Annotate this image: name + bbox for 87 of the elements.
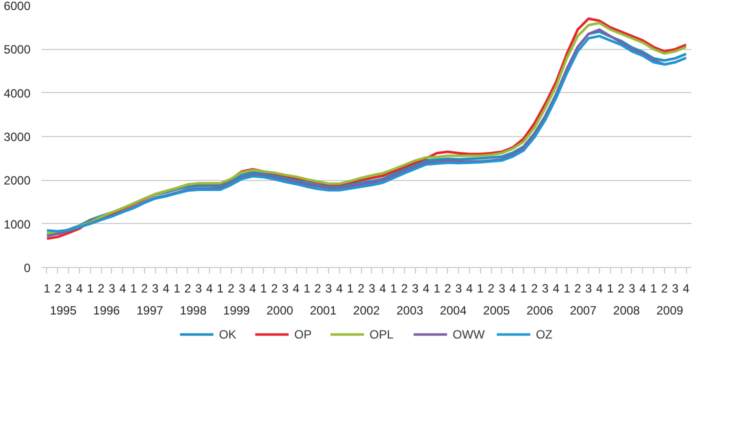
x-tick-label: 1	[216, 282, 224, 296]
x-tick-label: 3	[455, 282, 462, 296]
x-tick-label: 1	[434, 282, 441, 296]
x-tick-label: 2	[574, 282, 582, 296]
x-tick-label: 3	[412, 282, 419, 296]
x-tick-label: 4	[682, 282, 690, 296]
x-tick-label: 1	[476, 282, 484, 296]
x-tick-label: 2	[488, 282, 495, 296]
x-tick-label: 1	[44, 282, 51, 296]
text: 2008	[613, 304, 640, 318]
x-tick-label: 4	[206, 282, 214, 296]
x-tick-label: 2	[358, 282, 365, 296]
y-tick-label: 0	[24, 261, 31, 275]
x-tick-label: 3	[628, 282, 636, 296]
x-tick-label: 3	[672, 282, 679, 296]
legend-label: OK	[218, 328, 236, 342]
x-tick-label: 3	[368, 282, 376, 296]
x-tick-label: 1	[86, 282, 94, 296]
x-tick-label: 2	[98, 282, 105, 296]
legend-label: OWW	[452, 328, 486, 342]
text: 1995	[50, 304, 77, 318]
x-tick-label: 2	[271, 282, 278, 296]
x-tick-label: 4	[162, 282, 170, 296]
text: 2003	[396, 304, 424, 318]
x-tick-label: 2	[184, 282, 192, 296]
x-tick-label: 1	[346, 282, 354, 296]
y-tick-label: 6000	[4, 0, 31, 13]
x-tick-label: 3	[282, 282, 289, 296]
x-tick-label: 2	[618, 282, 625, 296]
y-tick-label: 5000	[4, 42, 31, 57]
text: 1997	[136, 304, 164, 318]
x-tick-label: 4	[379, 282, 386, 296]
x-tick-label: 1	[564, 282, 571, 296]
x-tick-label: 2	[661, 282, 668, 296]
x-tick-label: 1	[520, 282, 528, 296]
text: 1998	[180, 304, 207, 318]
x-tick-label: 4	[292, 282, 300, 296]
x-tick-label: 1	[260, 282, 268, 296]
x-tick-label: 1	[606, 282, 614, 296]
text: 2006	[526, 304, 554, 318]
x-tick-label: 3	[238, 282, 246, 296]
x-tick-label: 3	[195, 282, 202, 296]
x-tick-label: 1	[174, 282, 181, 296]
text: 1999	[223, 304, 250, 318]
x-tick-label: 3	[152, 282, 159, 296]
x-tick-label: 3	[65, 282, 72, 296]
x-tick-label: 1	[130, 282, 138, 296]
x-tick-label: 2	[444, 282, 452, 296]
y-tick-label: 3000	[4, 130, 31, 144]
x-tick-label: 2	[228, 282, 235, 296]
text: 2004	[440, 304, 467, 318]
x-tick-label: 4	[509, 282, 516, 296]
x-tick-label: 1	[650, 282, 658, 296]
x-tick-label: 3	[108, 282, 116, 296]
x-tick-label: 2	[141, 282, 148, 296]
text: 2002	[353, 304, 380, 318]
x-tick-label: 2	[314, 282, 322, 296]
text: 1996	[93, 304, 120, 318]
x-tick-label: 4	[76, 282, 84, 296]
legend-label: OZ	[536, 328, 552, 342]
x-tick-label: 3	[542, 282, 549, 296]
x-tick-label: 2	[531, 282, 538, 296]
y-tick-label: 4000	[4, 86, 31, 100]
x-tick-label: 4	[639, 282, 646, 296]
x-tick-label: 3	[498, 282, 506, 296]
x-tick-label: 3	[585, 282, 592, 296]
text: 2007	[570, 304, 597, 318]
x-tick-label: 3	[325, 282, 332, 296]
x-tick-label: 4	[119, 282, 126, 296]
x-tick-label: 4	[596, 282, 604, 296]
text: 2001	[310, 304, 337, 318]
x-tick-label: 4	[422, 282, 430, 296]
y-tick-label: 1000	[4, 217, 31, 232]
legend-label: OP	[294, 328, 312, 342]
x-tick-label: 4	[552, 282, 560, 296]
text: 2000	[266, 304, 294, 318]
x-tick-label: 1	[304, 282, 311, 296]
text: 2005	[483, 304, 510, 318]
text: 2009	[656, 304, 684, 318]
x-tick-label: 1	[390, 282, 398, 296]
x-tick-label: 2	[54, 282, 62, 296]
x-tick-label: 4	[249, 282, 256, 296]
x-tick-label: 4	[466, 282, 474, 296]
y-tick-label: 2000	[4, 174, 31, 188]
x-tick-label: 4	[336, 282, 344, 296]
x-tick-label: 2	[401, 282, 408, 296]
legend-label: OPL	[369, 328, 394, 342]
